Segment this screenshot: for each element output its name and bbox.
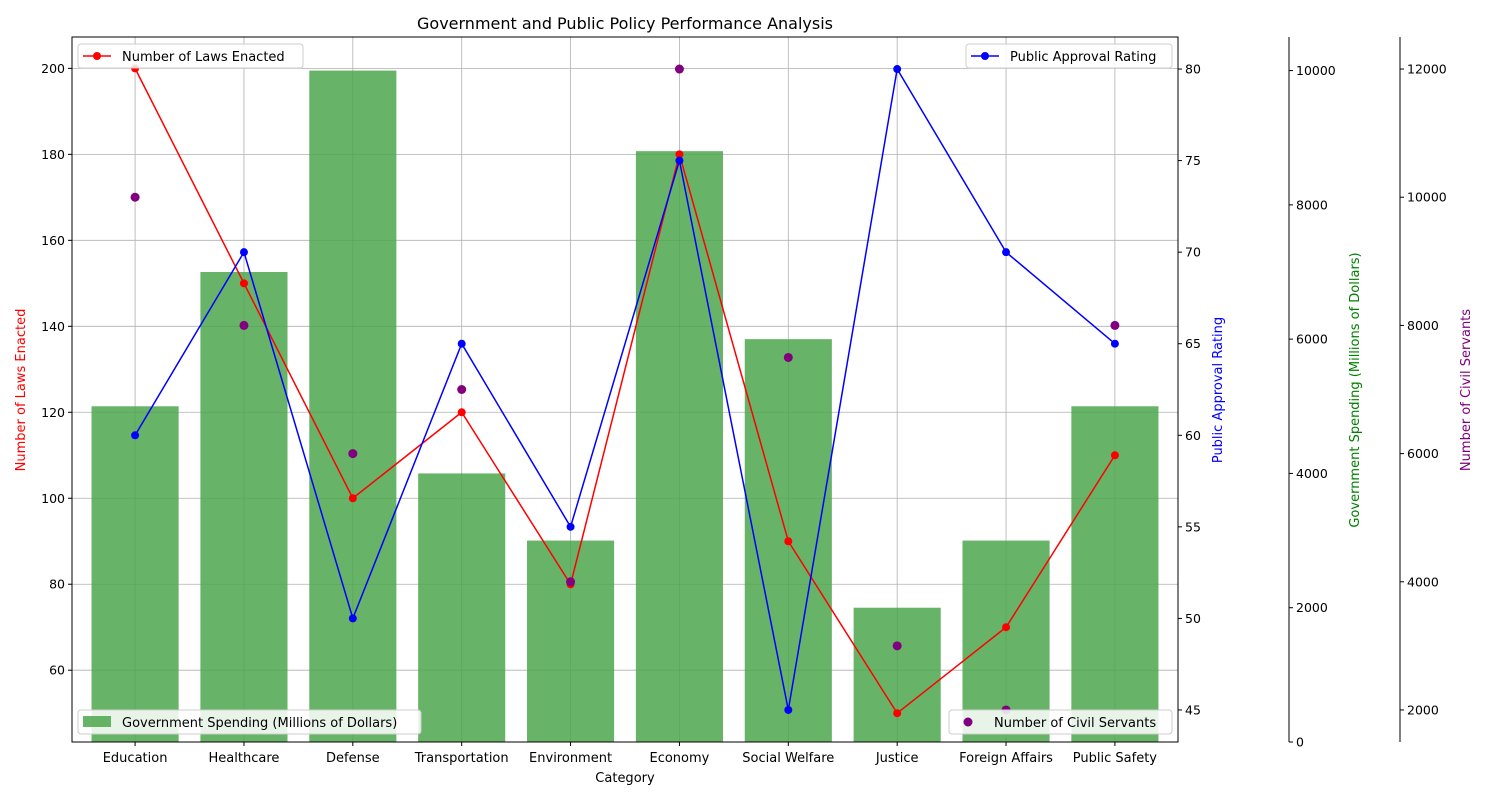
servants-tick-label: 6000 (1407, 446, 1439, 461)
spending-tick-label: 0 (1296, 735, 1304, 750)
x-tick-label: Education (103, 751, 168, 766)
approval-point (893, 65, 902, 74)
spending-axis-label: Government Spending (Millions of Dollars… (1348, 252, 1363, 527)
approval-tick-label: 80 (1185, 62, 1201, 77)
approval-tick-label: 65 (1185, 336, 1201, 351)
approval-tick-label: 60 (1185, 428, 1201, 443)
spending-bar (635, 151, 723, 743)
approval-point (1110, 339, 1119, 348)
x-tick-label: Public Safety (1073, 751, 1157, 766)
approval-tick-label: 50 (1185, 611, 1201, 626)
laws-legend-label: Number of Laws Enacted (122, 50, 285, 65)
laws-point (1002, 623, 1011, 632)
laws-tick-label: 160 (41, 233, 65, 248)
servants-tick-label: 4000 (1407, 574, 1439, 589)
laws-tick-label: 60 (49, 663, 65, 678)
laws-legend-marker (93, 52, 101, 60)
approval-tick-label: 55 (1185, 519, 1201, 534)
approval-tick-label: 45 (1185, 702, 1201, 717)
servants-legend-box (948, 709, 1173, 735)
chart-title: Government and Public Policy Performance… (417, 14, 833, 33)
spending-bar (418, 473, 506, 742)
laws-point (457, 408, 466, 417)
servants-tick-label: 12000 (1407, 62, 1447, 77)
laws-point (348, 494, 357, 503)
spending-tick-label: 10000 (1296, 63, 1336, 78)
servants-legend-label: Number of Civil Servants (994, 716, 1156, 731)
laws-tick-label: 200 (41, 61, 65, 76)
approval-line (134, 66, 1116, 711)
legend-layer: Number of Laws Enacted Public Approval Ra… (77, 43, 1173, 735)
approval-point (675, 156, 684, 165)
x-tick-label: Environment (529, 751, 612, 766)
spending-tick-label: 4000 (1296, 466, 1328, 481)
approval-axis-label: Public Approval Rating (1211, 317, 1226, 463)
servants-tick-label: 8000 (1407, 318, 1439, 333)
servants-legend-marker (963, 717, 973, 727)
x-tick-label: Social Welfare (742, 751, 834, 766)
laws-tick-label: 140 (41, 319, 65, 334)
x-axis-label: Category (595, 771, 655, 786)
spending-legend-swatch (83, 716, 111, 727)
laws-tick-label: 100 (41, 491, 65, 506)
x-tick-label: Defense (326, 751, 380, 766)
spending-legend-label: Government Spending (Millions of Dollars… (122, 716, 397, 731)
spending-tick-label: 8000 (1296, 197, 1328, 212)
laws-tick-label: 80 (49, 577, 65, 592)
servants-point (348, 449, 358, 459)
servants-axis-label: Number of Civil Servants (1459, 309, 1474, 471)
approval-tick-label: 75 (1185, 153, 1201, 168)
plot-frame (71, 36, 1179, 743)
laws-point (239, 279, 248, 288)
servants-point (566, 577, 576, 587)
axes-layer: Education Healthcare Defense Transportation… (41, 36, 1447, 766)
x-tick-label: Foreign Affairs (959, 751, 1053, 766)
spending-tick-label: 6000 (1296, 332, 1328, 347)
approval-legend-box (965, 43, 1173, 69)
x-tick-label: Economy (649, 751, 709, 766)
approval-point (131, 431, 140, 440)
laws-tick-label: 120 (41, 405, 65, 420)
approval-point (566, 522, 575, 531)
servants-point (674, 64, 684, 74)
servants-point (783, 352, 793, 362)
approval-point (1002, 248, 1011, 257)
approval-point (457, 339, 466, 348)
servants-point (239, 320, 249, 330)
approval-legend-label: Public Approval Rating (1010, 50, 1156, 65)
laws-point (675, 150, 684, 159)
spending-bar (91, 406, 179, 742)
approval-point (239, 248, 248, 257)
x-tick-label: Healthcare (209, 751, 280, 766)
approval-point (784, 705, 793, 714)
spending-tick-label: 2000 (1296, 600, 1328, 615)
x-tick-label: Transportation (414, 751, 509, 766)
spending-bar (527, 540, 615, 742)
approval-point (348, 614, 357, 623)
servants-point (892, 641, 902, 651)
laws-axis-label: Number of Laws Enacted (14, 309, 29, 472)
servants-tick-label: 2000 (1407, 702, 1439, 717)
laws-point (893, 709, 902, 718)
laws-tick-label: 180 (41, 147, 65, 162)
spending-bar (1071, 406, 1159, 742)
laws-legend-box (77, 43, 304, 69)
servants-point (1110, 320, 1120, 330)
approval-tick-label: 70 (1185, 245, 1201, 260)
laws-point (1110, 451, 1119, 460)
laws-point (784, 537, 793, 546)
laws-line (134, 68, 1116, 715)
servants-point (130, 192, 140, 202)
servants-point (457, 385, 467, 394)
spending-legend-box (77, 709, 422, 735)
approval-legend-marker (981, 52, 989, 60)
x-tick-label: Justice (875, 751, 919, 766)
spending-bar (309, 70, 397, 743)
lines-layer (130, 64, 1120, 718)
spending-bar (853, 607, 941, 742)
servants-tick-label: 10000 (1407, 190, 1447, 205)
